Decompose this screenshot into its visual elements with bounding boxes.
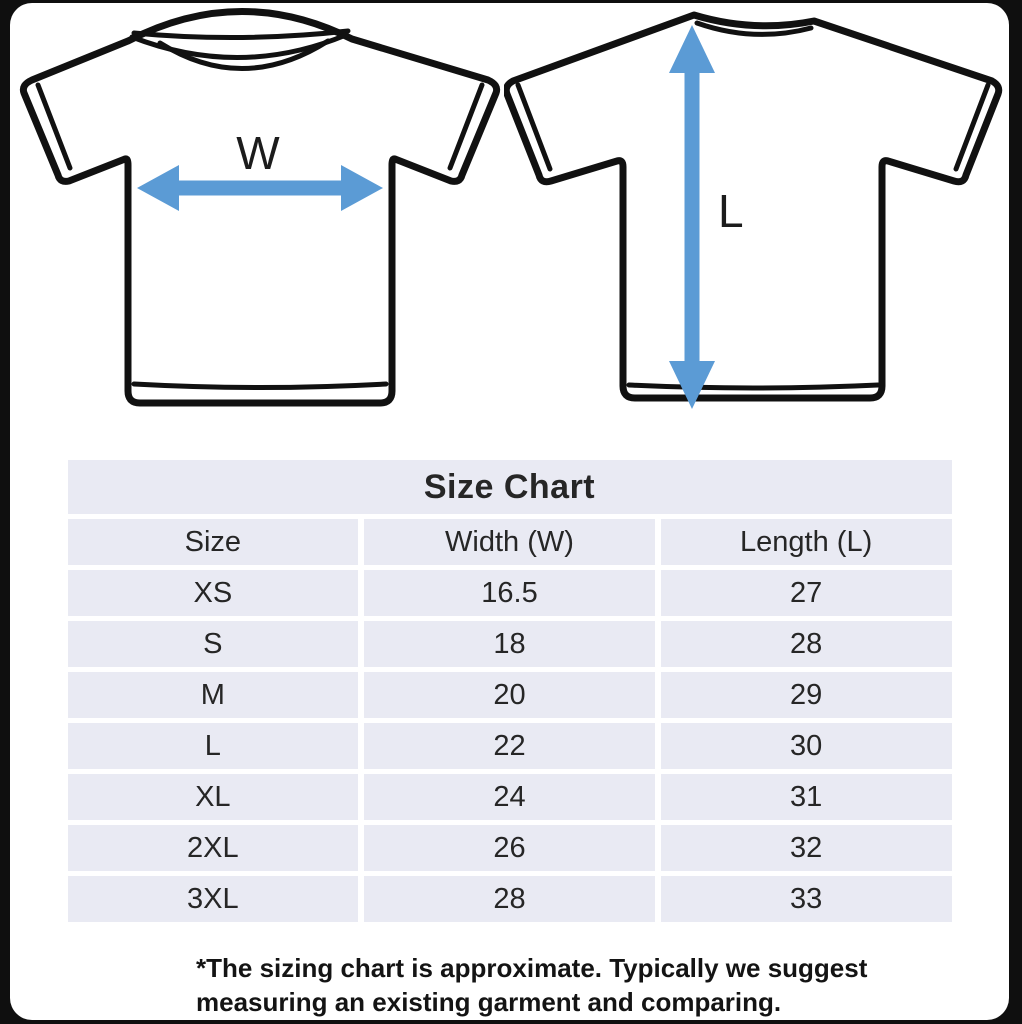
table-cell: 3XL <box>67 876 359 922</box>
column-header: Width (W) <box>364 519 655 565</box>
collar-rib-line <box>131 28 351 41</box>
length-arrow-icon <box>669 25 715 409</box>
table-cell: 31 <box>660 774 952 820</box>
column-header: Size <box>67 519 359 565</box>
table-cell: 16.5 <box>364 570 655 616</box>
table-cell: L <box>67 723 359 769</box>
footnote-line-1: *The sizing chart is approximate. Typica… <box>196 953 868 983</box>
header-row: Size Width (W) Length (L) <box>67 519 952 565</box>
table-cell: 27 <box>660 570 952 616</box>
table-cell: 26 <box>364 825 655 871</box>
length-label: L <box>718 185 744 237</box>
footnote-line-2: measuring an existing garment and compar… <box>196 987 782 1017</box>
sizing-footnote: *The sizing chart is approximate. Typica… <box>196 951 867 1019</box>
table-cell: S <box>67 621 359 667</box>
table-row: 3XL 28 33 <box>67 876 952 922</box>
column-header: Length (L) <box>660 519 952 565</box>
table-cell: 32 <box>660 825 952 871</box>
table-cell: XL <box>67 774 359 820</box>
table-row: XS 16.5 27 <box>67 570 952 616</box>
size-chart-table: Size Chart Size Width (W) Length (L) XS 16.… <box>62 455 958 927</box>
table-cell: 2XL <box>67 825 359 871</box>
width-label: W <box>236 127 280 179</box>
back-tshirt-diagram: L <box>504 11 1003 409</box>
left-cuff-seam <box>515 82 553 172</box>
hem-seam <box>626 382 881 391</box>
table-title: Size Chart <box>67 460 952 514</box>
back-tshirt-outline <box>504 11 1003 402</box>
front-tshirt-outline <box>19 8 501 407</box>
table-body: XS 16.5 27 S 18 28 M 20 29 L 22 30 XL 24 31 2XL 26 32 3XL 2… <box>67 570 952 922</box>
hem-seam <box>131 381 389 390</box>
table-row: S 18 28 <box>67 621 952 667</box>
table-row: 2XL 26 32 <box>67 825 952 871</box>
table-cell: 22 <box>364 723 655 769</box>
table-cell: 24 <box>364 774 655 820</box>
left-cuff-seam <box>35 82 73 171</box>
back-collar-seam <box>694 20 814 37</box>
table-cell: 28 <box>364 876 655 922</box>
table-row: L 22 30 <box>67 723 952 769</box>
table-cell: 18 <box>364 621 655 667</box>
table-cell: XS <box>67 570 359 616</box>
collar-rib-line <box>157 38 331 71</box>
table-cell: 30 <box>660 723 952 769</box>
table-row: XL 24 31 <box>67 774 952 820</box>
table-cell: 20 <box>364 672 655 718</box>
right-cuff-seam <box>953 82 991 172</box>
front-tshirt-diagram: W <box>19 8 501 407</box>
table-cell: 28 <box>660 621 952 667</box>
size-chart-image: W L Size Chart Size Width (W) Length (L) X… <box>10 3 1009 1020</box>
right-cuff-seam <box>447 82 485 171</box>
width-arrow-icon <box>137 165 383 211</box>
table-cell: 29 <box>660 672 952 718</box>
table-row: M 20 29 <box>67 672 952 718</box>
table-cell: M <box>67 672 359 718</box>
table-cell: 33 <box>660 876 952 922</box>
size-chart-section: Size Chart Size Width (W) Length (L) XS 16.… <box>10 455 1009 927</box>
title-row: Size Chart <box>67 460 952 514</box>
